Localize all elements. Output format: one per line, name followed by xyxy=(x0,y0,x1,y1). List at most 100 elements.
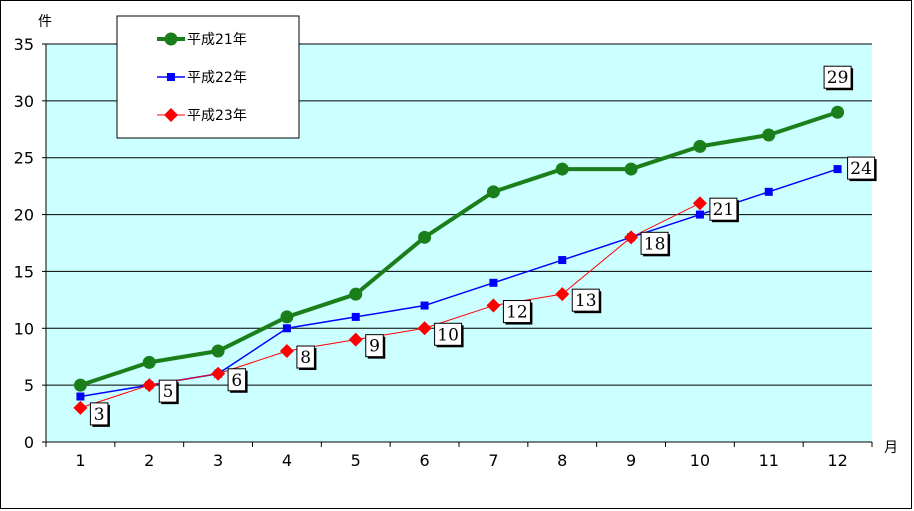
data-point xyxy=(279,344,294,359)
data-point xyxy=(624,230,639,245)
data-point xyxy=(833,165,842,174)
y-tick-label: 15 xyxy=(14,262,34,281)
series-line xyxy=(80,202,701,409)
data-point xyxy=(167,73,175,81)
data-label-text: 5 xyxy=(163,382,174,402)
data-label-text: 24 xyxy=(850,159,872,179)
data-point xyxy=(418,230,432,244)
legend-item-1: 平成21年 xyxy=(157,32,247,48)
data-point xyxy=(142,355,156,369)
data-point xyxy=(351,312,360,321)
data-point xyxy=(558,256,567,265)
data-point xyxy=(486,185,500,199)
data-point xyxy=(164,32,178,46)
gridlines xyxy=(46,43,872,386)
y-tick-label: 30 xyxy=(14,92,34,111)
x-tick-label: 8 xyxy=(557,451,567,470)
data-point xyxy=(282,324,291,333)
x-tick-label: 1 xyxy=(75,451,85,470)
data-point xyxy=(349,287,363,301)
data-label: 6 xyxy=(227,368,248,393)
y-tick-label: 35 xyxy=(14,35,34,54)
data-point xyxy=(211,366,226,381)
x-tick-label: 9 xyxy=(626,451,636,470)
y-axis-unit: 件 xyxy=(38,14,52,30)
data-point xyxy=(486,298,501,313)
x-tick-label: 3 xyxy=(213,451,223,470)
data-label-text: 21 xyxy=(713,200,735,220)
data-label: 18 xyxy=(640,231,671,257)
y-tick-label: 20 xyxy=(14,206,34,225)
data-point xyxy=(831,105,845,119)
series-layer xyxy=(73,105,845,415)
x-axis-unit: 月 xyxy=(884,440,898,456)
x-tick-label: 6 xyxy=(419,451,429,470)
data-label: 3 xyxy=(89,402,110,427)
data-point xyxy=(73,378,87,392)
data-label: 5 xyxy=(158,379,179,405)
data-point xyxy=(624,162,638,176)
data-point xyxy=(692,196,707,211)
data-point xyxy=(489,278,498,287)
x-tick-label: 7 xyxy=(488,451,498,470)
legend-label: 平成22年 xyxy=(187,70,247,86)
data-label-text: 12 xyxy=(506,303,528,323)
data-label-box xyxy=(823,65,852,89)
data-label-box xyxy=(571,288,600,312)
y-tick-label: 10 xyxy=(14,319,34,338)
data-point xyxy=(417,321,432,336)
data-label-box xyxy=(158,379,178,403)
data-label: 9 xyxy=(365,334,386,359)
data-point xyxy=(693,139,707,153)
x-tick-label: 5 xyxy=(351,451,361,470)
data-label-text: 8 xyxy=(300,348,311,368)
data-point xyxy=(211,344,225,358)
data-label: 21 xyxy=(709,197,739,223)
data-label: 12 xyxy=(502,300,533,325)
data-label-box xyxy=(502,300,531,324)
data-point xyxy=(164,108,178,122)
legend-box xyxy=(116,15,300,139)
data-point xyxy=(762,128,776,142)
series-1 xyxy=(73,105,845,392)
legend-label: 平成23年 xyxy=(187,108,247,124)
data-point xyxy=(348,332,363,347)
y-tick-label: 0 xyxy=(24,433,34,452)
data-label-box xyxy=(709,197,738,221)
data-point xyxy=(555,287,570,302)
data-label: 24 xyxy=(847,156,877,182)
x-tick-label: 10 xyxy=(690,451,710,470)
data-label-box xyxy=(296,345,315,369)
x-tick-label: 4 xyxy=(282,451,292,470)
x-tick-label: 2 xyxy=(144,451,154,470)
data-label-box xyxy=(89,402,109,426)
data-label-text: 13 xyxy=(575,291,597,311)
data-label-text: 6 xyxy=(231,371,242,391)
data-labels: 29 24 3 5 6 8 9 10 12 13 18 21 xyxy=(89,65,877,427)
data-point xyxy=(142,378,157,393)
x-tick-label: 12 xyxy=(827,451,847,470)
data-point xyxy=(76,392,85,401)
y-tick-label: 25 xyxy=(14,149,34,168)
series-line xyxy=(79,110,839,388)
data-label-box xyxy=(434,322,463,346)
data-label-box xyxy=(365,334,384,358)
data-point xyxy=(764,187,773,196)
series-3 xyxy=(73,196,707,415)
legend-label: 平成21年 xyxy=(187,32,247,48)
data-point xyxy=(555,162,569,176)
data-point xyxy=(420,301,429,310)
data-label-box xyxy=(847,156,876,180)
data-label-text: 18 xyxy=(644,234,666,254)
data-label-text: 9 xyxy=(369,337,380,357)
data-label: 8 xyxy=(296,345,317,371)
data-point xyxy=(695,210,704,219)
data-label-text: 3 xyxy=(94,405,105,425)
data-label-box xyxy=(227,368,247,392)
y-tick-label: 5 xyxy=(24,376,34,395)
data-point xyxy=(280,310,294,324)
data-label: 29 xyxy=(823,65,854,91)
data-label-box xyxy=(640,231,669,255)
